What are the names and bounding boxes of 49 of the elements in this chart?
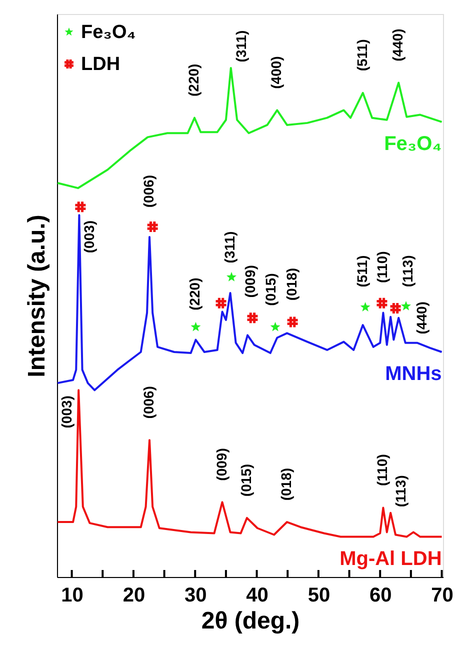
point — [401, 300, 411, 310]
annotation: (110) — [374, 251, 390, 284]
point — [360, 302, 370, 312]
point — [214, 296, 228, 310]
series-label: Mg-Al LDH — [340, 548, 442, 570]
annotation: (006) — [140, 386, 156, 419]
annotation: (015) — [238, 464, 254, 497]
x-tick-label: 60 — [369, 584, 392, 606]
point — [146, 220, 160, 234]
x-tick-label: 70 — [431, 584, 454, 606]
annotation: (220) — [186, 278, 203, 310]
x-tick-label: 40 — [246, 584, 268, 606]
annotation: (015) — [262, 273, 279, 306]
series-label: MNHs — [385, 363, 442, 386]
point — [389, 302, 402, 315]
annotation: (311) — [221, 231, 238, 264]
x-tick-label: 10 — [61, 584, 84, 606]
x-axis-title: 2θ (deg.) — [201, 608, 300, 634]
point — [246, 311, 259, 324]
annotation: (220) — [186, 64, 202, 96]
annotation: (511) — [354, 255, 370, 288]
annotation: (113) — [392, 475, 409, 508]
point — [190, 322, 201, 332]
annotation: (511) — [354, 39, 370, 72]
annotation: (009) — [242, 265, 258, 298]
point — [74, 200, 87, 214]
annotation: (009) — [213, 448, 230, 481]
x-tick-label: 30 — [184, 584, 207, 606]
point — [286, 315, 300, 328]
point — [226, 272, 236, 282]
x-tick-label: 50 — [308, 584, 330, 606]
annotation: (400) — [268, 56, 284, 89]
point — [270, 322, 280, 332]
annotation: (003) — [81, 220, 98, 254]
annotation: (006) — [140, 174, 156, 208]
series-label: Fe₃O₄ — [384, 132, 442, 155]
annotation: (110) — [374, 454, 390, 486]
annotation: (113) — [400, 255, 416, 288]
legend-label: LDH — [81, 54, 120, 75]
y-axis-title: Intensity (a.u.) — [24, 214, 50, 378]
annotation: (018) — [284, 268, 300, 301]
x-tick-label: 20 — [122, 584, 146, 606]
annotation: (311) — [232, 30, 249, 62]
annotation: (018) — [278, 468, 294, 501]
annotation: (440) — [390, 28, 406, 62]
annotation: (440) — [414, 302, 430, 334]
annotation: (003) — [58, 396, 75, 428]
point — [375, 296, 388, 310]
legend-label: Fe₃O₄ — [81, 22, 136, 43]
